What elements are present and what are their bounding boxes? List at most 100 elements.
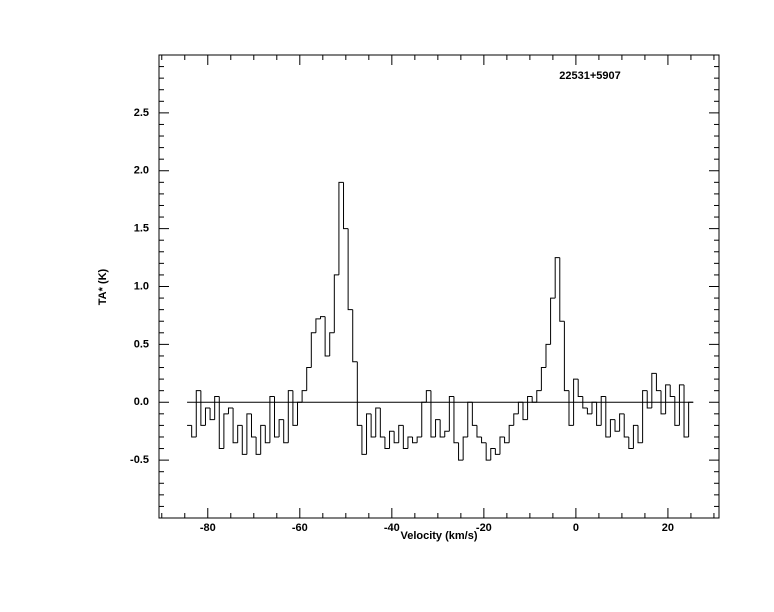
spectrum-channel: [573, 378, 579, 426]
spectrum-channel: [674, 396, 680, 426]
spectrum-channel: [306, 367, 312, 391]
y-tick-label: 0.5: [134, 338, 149, 350]
spectrum-channel: [320, 316, 326, 319]
spectrum-channel: [370, 413, 376, 438]
spectrum-channel: [421, 401, 427, 437]
spectrum-channel: [481, 436, 487, 444]
spectrum-channel: [329, 332, 335, 356]
spectrum-channel: [568, 390, 574, 426]
spectrum-channel: [467, 401, 473, 437]
spectrum-channel: [237, 424, 243, 443]
spectrum-channel: [439, 419, 445, 438]
spectrum-channel: [522, 402, 528, 421]
spectrum-channel: [209, 408, 215, 421]
spectrum-channel: [577, 379, 583, 397]
spectrum-channel: [444, 430, 450, 437]
spectrum-channel: [343, 182, 349, 230]
spectrum-channel: [347, 228, 353, 311]
spectrum-channel: [310, 332, 316, 368]
spectrum-channel: [540, 367, 546, 391]
spectrum-channel: [273, 396, 280, 438]
spectrum-channel: [416, 436, 422, 443]
spectrum-channel: [614, 419, 620, 432]
spectrum-channel: [412, 436, 418, 444]
spectrum-channel: [646, 390, 652, 409]
x-tick-label: -40: [384, 522, 400, 534]
spectrum-channel: [195, 390, 201, 437]
x-tick-label: 0: [573, 522, 579, 534]
spectrum-channel: [407, 436, 413, 449]
spectrum-channel: [494, 448, 500, 455]
spectrum-channel: [255, 436, 261, 455]
spectrum-channel: [476, 425, 482, 438]
spectrum-channel: [241, 425, 247, 455]
spectrum-channel: [623, 413, 629, 438]
spectrum-channel: [596, 402, 602, 426]
spectrum-channel: [324, 316, 330, 357]
spectrum-channel: [379, 408, 385, 438]
spectrum-channel: [191, 425, 197, 438]
spectrum-channel: [232, 408, 238, 444]
chart-title: 22531+5907: [559, 70, 620, 82]
spectrum-channel: [642, 390, 648, 443]
spectrum-channel: [283, 419, 289, 444]
spectrum-channel: [550, 297, 556, 345]
x-axis-label: Velocity (km/s): [400, 530, 477, 542]
spectrum-channel: [609, 419, 616, 437]
spectrum-channel: [292, 390, 298, 426]
spectrum-channel: [517, 401, 523, 414]
spectrum-channel: [582, 396, 588, 409]
spectrum-channel: [204, 407, 211, 426]
spectrum-channel: [214, 395, 220, 420]
spectrum-channel: [651, 372, 657, 409]
x-tick-label: -20: [476, 522, 492, 534]
spectrum-channel: [218, 396, 224, 450]
spectrum-channel: [536, 390, 542, 403]
spectrum-channel: [628, 436, 634, 450]
spectrum-channel: [688, 401, 694, 437]
spectrum-channel: [586, 408, 592, 415]
spectrum-channel: [504, 436, 510, 444]
spectrum-channel: [278, 419, 284, 437]
y-axis-label: TA* (K): [97, 268, 109, 305]
y-tick-label: 0.0: [134, 396, 149, 408]
spectrum-channel: [361, 425, 367, 455]
spectrum-channel: [554, 257, 560, 299]
spectrum-channel: [513, 413, 519, 426]
x-tick-label: 20: [662, 522, 674, 534]
spectrum-channel: [678, 384, 685, 426]
y-tick-label: 1.5: [134, 223, 149, 235]
spectrum-channel: [297, 401, 303, 426]
y-tick-label: -0.5: [130, 454, 149, 466]
spectrum-channel: [531, 396, 537, 403]
spectrum-channel: [269, 395, 275, 443]
spectrum-channel: [200, 390, 206, 426]
spectrum-channel: [632, 424, 639, 449]
spectrum-channel: [425, 390, 431, 403]
spectrum-channel: [287, 390, 293, 443]
spectrum-channel: [655, 373, 662, 392]
spectrum-channel: [333, 274, 339, 333]
x-tick-label: -80: [200, 522, 216, 534]
spectrum-channel: [508, 424, 514, 443]
spectrum-channel: [619, 413, 625, 432]
spectrum-channel: [402, 425, 408, 450]
spectrum-channel: [356, 361, 362, 426]
spectrum-channel: [398, 424, 404, 443]
spectrum-channel: [637, 425, 643, 444]
spectrum-channel: [315, 318, 321, 333]
spectrum-channel: [669, 384, 675, 397]
spectrum-channel: [352, 309, 358, 363]
spectrum-channel: [435, 419, 441, 437]
spectrum-channel: [462, 436, 468, 461]
spectrum-channel: [660, 390, 666, 415]
spectrum-channel: [563, 321, 569, 392]
spectrum-channel: [301, 390, 307, 403]
spectrum-channel: [683, 384, 689, 438]
spectrum-channel: [393, 431, 399, 444]
spectrum-channel: [600, 395, 606, 426]
x-tick-label: -60: [292, 522, 308, 534]
spectrum-channel: [665, 384, 671, 414]
spectrum-channel: [375, 407, 381, 437]
